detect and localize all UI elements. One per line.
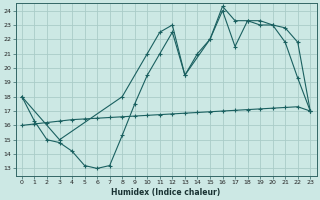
X-axis label: Humidex (Indice chaleur): Humidex (Indice chaleur) — [111, 188, 221, 197]
